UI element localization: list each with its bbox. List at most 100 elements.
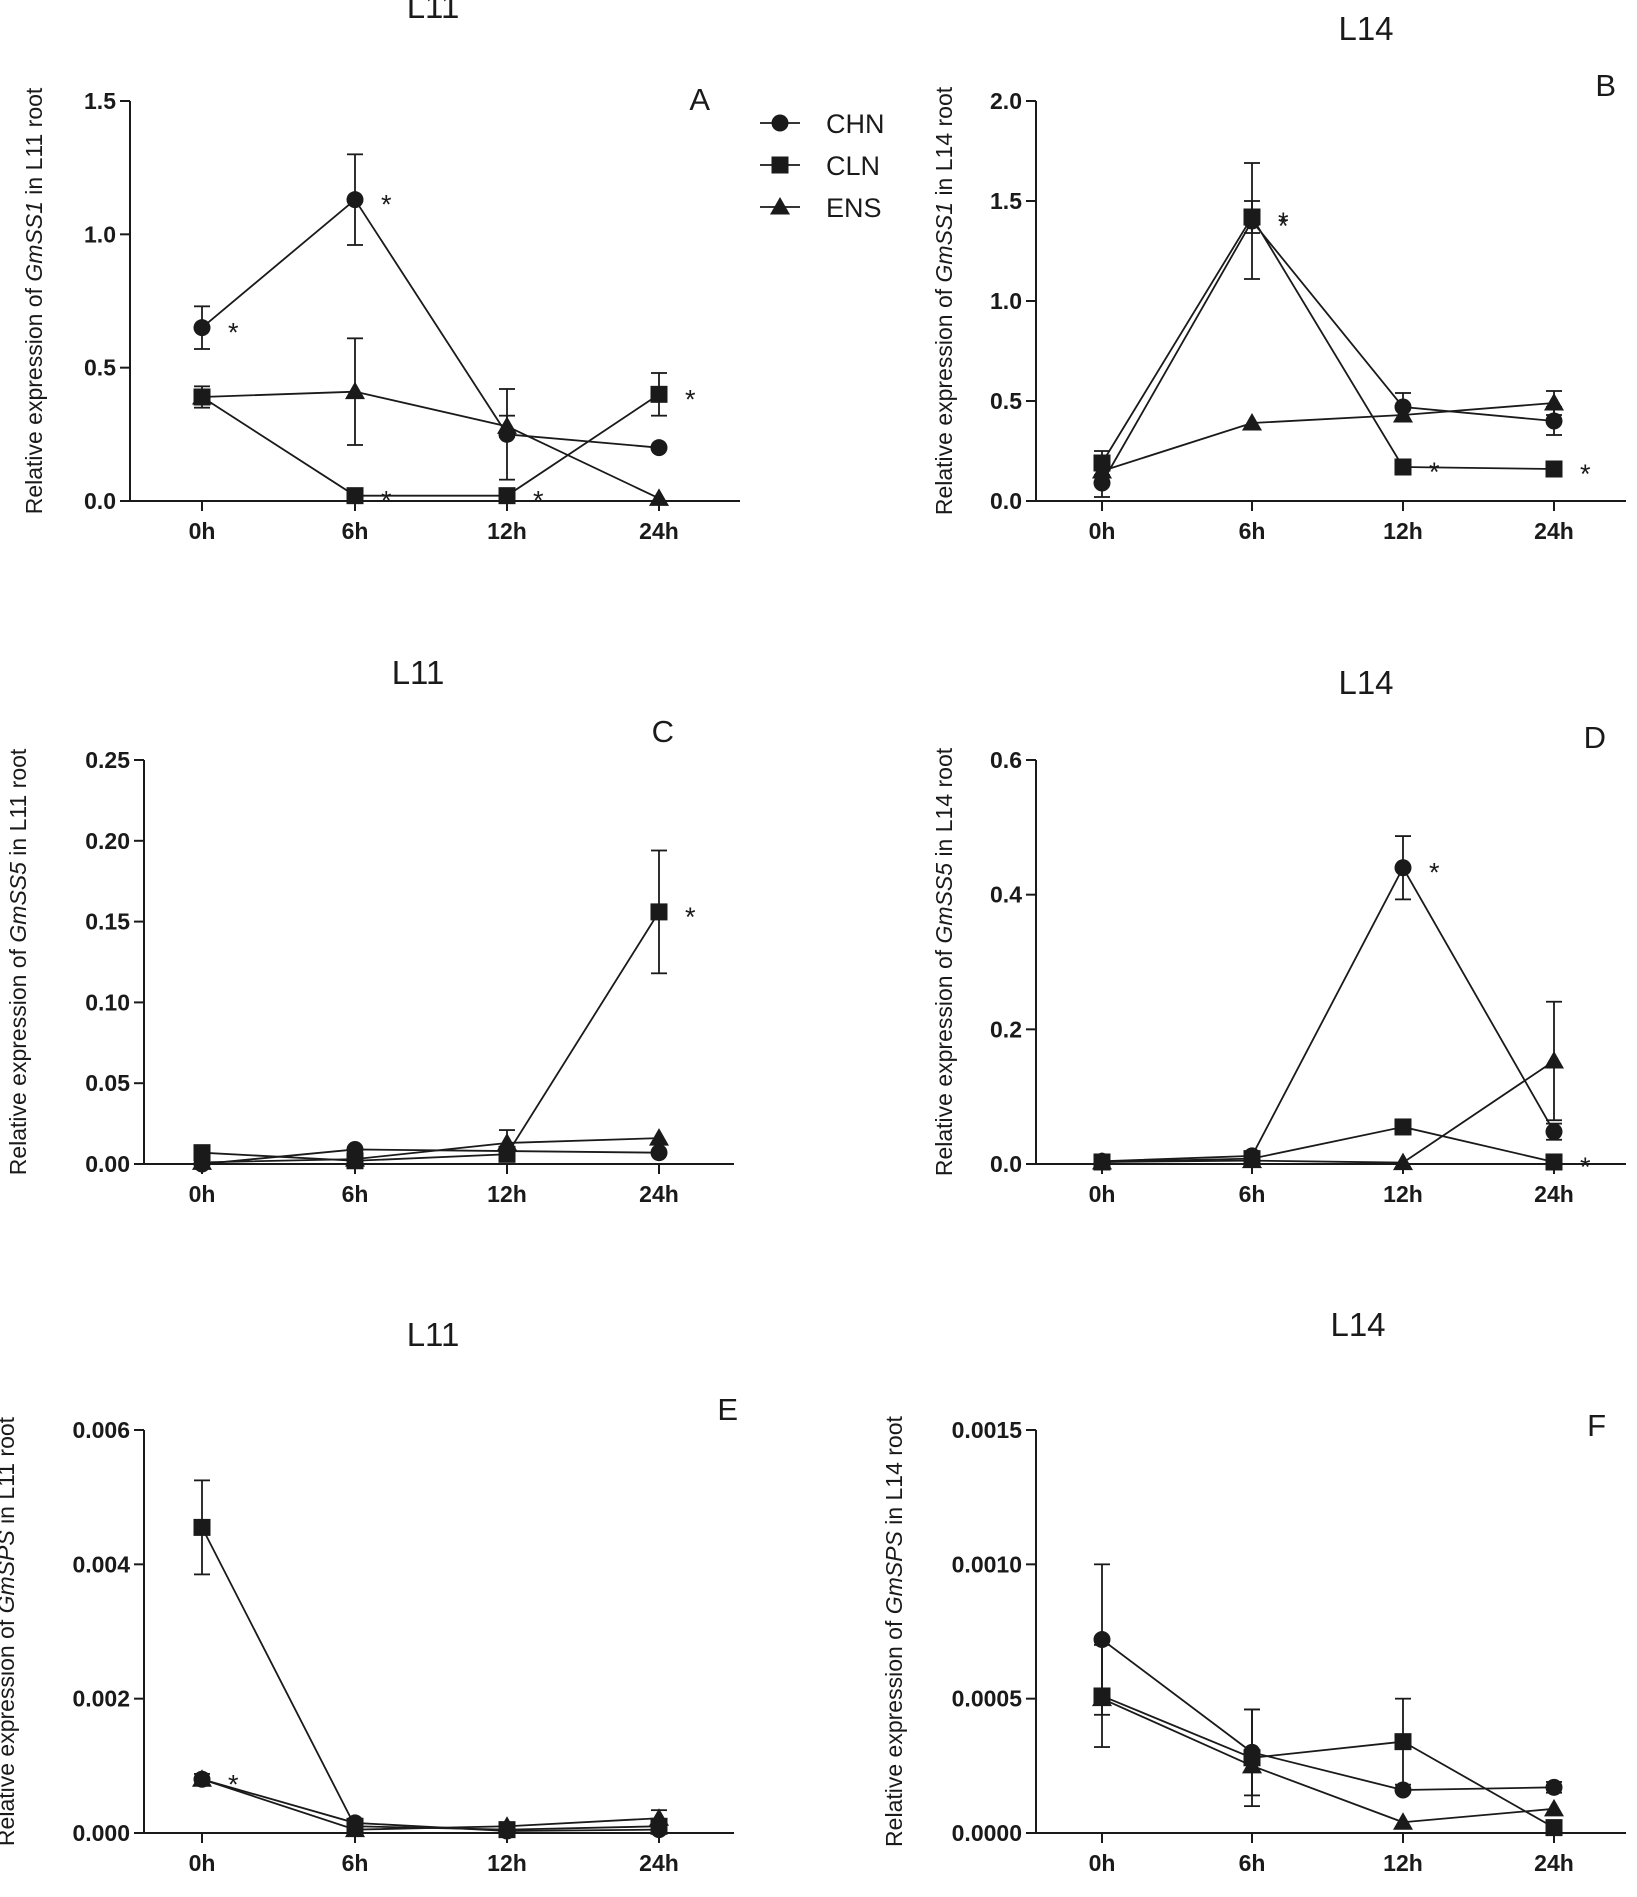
significance-star: * — [1429, 457, 1440, 487]
y-tick-label: 0.0 — [84, 488, 116, 514]
data-point-cln — [1243, 208, 1261, 226]
x-tick-label: 12h — [1383, 1850, 1423, 1876]
series-line-chn — [201, 1778, 660, 1832]
significance-star: * — [228, 1769, 239, 1799]
significance-star: * — [533, 486, 544, 516]
panel-letter: A — [689, 82, 710, 117]
data-point-ens — [1242, 1755, 1262, 1774]
significance-star: * — [228, 318, 239, 348]
data-point-ens — [345, 381, 365, 400]
legend-item-chn: CHN — [760, 109, 885, 139]
series-line-ens — [1101, 402, 1555, 472]
series-line-cln — [201, 911, 660, 1162]
panel-title: L14 — [1330, 1306, 1385, 1343]
data-point-cln — [346, 487, 364, 505]
data-point-ens — [497, 416, 517, 434]
data-point-ens — [345, 1819, 365, 1838]
x-tick-label: 6h — [342, 518, 369, 544]
y-tick-label: 0.5 — [990, 388, 1022, 414]
significance-star: * — [685, 902, 696, 932]
panel-letter: D — [1584, 720, 1606, 755]
data-point-ens — [1092, 461, 1112, 479]
data-point-cln — [1394, 1733, 1412, 1751]
y-tick-label: 0.00 — [85, 1151, 130, 1177]
data-point-ens — [649, 1128, 669, 1146]
y-axis-label: Relative expression of GmSS1 in L11 root — [21, 87, 47, 514]
data-point-cln — [1545, 1153, 1563, 1171]
series-line-ens — [1101, 1697, 1555, 1824]
significance-star: * — [1278, 211, 1289, 241]
series-line-cln — [1101, 1695, 1555, 1829]
y-tick-label: 0.0010 — [952, 1551, 1022, 1577]
y-tick-label: 1.5 — [84, 88, 116, 114]
data-point-chn — [1545, 412, 1563, 430]
x-tick-label: 24h — [1534, 1181, 1574, 1207]
series-line-chn — [201, 198, 660, 449]
y-tick-label: 1.5 — [990, 188, 1022, 214]
x-tick-label: 6h — [342, 1181, 369, 1207]
data-point-ens — [192, 1152, 212, 1170]
panel-title: L11 — [407, 0, 460, 25]
x-tick-label: 0h — [189, 1181, 216, 1207]
y-tick-label: 0.20 — [85, 828, 130, 854]
legend: CHN CLN ENS — [760, 109, 885, 223]
y-tick-label: 0.0 — [990, 1151, 1022, 1177]
panel-title: L14 — [1338, 664, 1393, 701]
series-line-cln — [201, 393, 660, 497]
legend-label: CLN — [826, 151, 880, 181]
panel-C: 0.00 0.05 0.10 0.15 0.20 0.25 0h 6h 12h 24h L11 C Re… — [5, 654, 734, 1207]
data-point-ens — [1393, 405, 1413, 423]
x-tick-label: 0h — [189, 1850, 216, 1876]
data-point-cln — [1545, 460, 1563, 478]
data-point-cln — [1545, 1819, 1563, 1837]
series-line-chn — [1101, 865, 1555, 1163]
x-tick-label: 12h — [1383, 518, 1423, 544]
data-point-cln — [1394, 1118, 1412, 1136]
data-point-ens — [497, 1816, 517, 1834]
legend-marker-circle — [771, 114, 789, 132]
significance-star: * — [381, 486, 392, 516]
panel-F: 0.0000 0.0005 0.0010 0.0015 0h 6h 12h 24h L14 F Re… — [881, 1306, 1626, 1876]
y-tick-label: 1.0 — [84, 221, 116, 247]
data-point-ens — [345, 1149, 365, 1167]
data-point-ens — [1393, 1812, 1413, 1830]
data-point-cln — [498, 487, 516, 505]
x-tick-label: 24h — [639, 518, 679, 544]
significance-star: * — [1580, 459, 1591, 489]
data-point-ens — [1393, 1152, 1413, 1171]
y-tick-label: 0.25 — [85, 747, 130, 773]
series-line-ens — [201, 1137, 660, 1164]
legend-label: CHN — [826, 109, 885, 139]
data-point-chn — [1545, 1778, 1563, 1796]
data-point-ens — [1242, 413, 1262, 431]
series-line-cln — [1101, 215, 1555, 470]
x-tick-label: 24h — [639, 1181, 679, 1207]
x-tick-label: 6h — [342, 1850, 369, 1876]
y-axis-label: Relative expression of GmSPS in L11 root — [0, 1416, 19, 1846]
series-line-cln — [201, 1526, 660, 1831]
x-tick-label: 24h — [1534, 1850, 1574, 1876]
data-point-chn — [1394, 859, 1412, 877]
y-tick-label: 0.006 — [72, 1417, 130, 1443]
data-point-chn — [1093, 474, 1111, 492]
y-tick-label: 0.6 — [990, 747, 1022, 773]
panel-letter: F — [1587, 1408, 1606, 1443]
y-axis-label: Relative expression of GmSS5 in L14 root — [931, 747, 957, 1176]
significance-star: * — [1429, 858, 1440, 888]
y-tick-label: 0.000 — [72, 1820, 130, 1846]
data-point-cln — [193, 1518, 211, 1536]
data-point-cln — [650, 903, 668, 921]
data-point-ens — [649, 488, 669, 506]
legend-label: ENS — [826, 193, 882, 223]
y-tick-label: 0.15 — [85, 909, 130, 935]
x-tick-label: 6h — [1239, 1181, 1266, 1207]
x-tick-label: 6h — [1239, 1850, 1266, 1876]
y-tick-label: 0.0000 — [952, 1820, 1022, 1846]
x-tick-label: 6h — [1239, 518, 1266, 544]
panel-title: L11 — [392, 654, 445, 691]
significance-star: * — [1278, 207, 1289, 237]
data-point-chn — [1093, 1631, 1111, 1649]
y-tick-label: 2.0 — [990, 88, 1022, 114]
data-point-chn — [650, 1144, 668, 1162]
